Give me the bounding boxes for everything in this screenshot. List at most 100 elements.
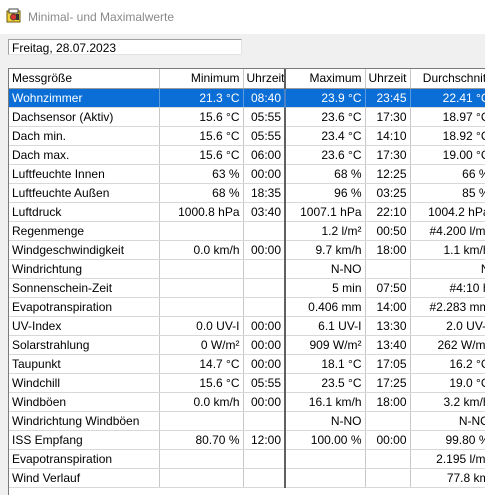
average-cell: 1.1 km/h — [410, 240, 485, 260]
maximum-cell: 23.4 °C — [285, 126, 366, 146]
average-cell: 66 % — [410, 164, 485, 184]
min-time-cell: 00:00 — [243, 164, 286, 184]
maximum-cell: 96 % — [285, 183, 366, 203]
minmax-table[interactable]: Messgröße Minimum Uhrzeit Maximum Uhrzei… — [8, 68, 485, 495]
min-time-cell: 12:00 — [243, 430, 286, 450]
average-cell: 99.80 % — [410, 430, 485, 450]
max-time-cell — [365, 259, 411, 279]
column-header-maximum[interactable]: Maximum — [285, 69, 366, 89]
minimum-cell: 0 W/m² — [159, 335, 244, 355]
table-row[interactable]: Evapotranspiration 0.406 mm 14:00 #2.283 mm — [9, 297, 485, 317]
table-row[interactable]: Dach max. 15.6 °C 06:00 23.6 °C 17:30 19.00 °… — [9, 145, 485, 165]
average-cell: 18.97 °C — [410, 107, 485, 127]
table-row[interactable]: Luftdruck 1000.8 hPa 03:40 1007.1 hPa 22:10 1… — [9, 202, 485, 222]
table-row[interactable]: Dach min. 15.6 °C 05:55 23.4 °C 14:10 18.92 °… — [9, 126, 485, 146]
minimum-cell — [159, 449, 244, 469]
maximum-cell: 18.1 °C — [285, 354, 366, 374]
window-title: Minimal- und Maximalwerte — [28, 10, 175, 24]
row-label: Dachsensor (Aktiv) — [9, 107, 160, 127]
average-cell: #2.283 mm — [410, 297, 485, 317]
average-cell: N-NO — [410, 411, 485, 431]
table-row[interactable]: Regenmenge 1.2 l/m² 00:50 #4.200 l/m² — [9, 221, 485, 241]
min-time-cell: 18:35 — [243, 183, 286, 203]
row-label: Windrichtung — [9, 259, 160, 279]
min-time-cell — [243, 449, 286, 469]
row-label: Taupunkt — [9, 354, 160, 374]
table-row[interactable]: Dachsensor (Aktiv) 15.6 °C 05:55 23.6 °C 17:… — [9, 107, 485, 127]
max-time-cell: 00:50 — [365, 221, 411, 241]
row-label: Regenmenge — [9, 221, 160, 241]
row-label: Dach max. — [9, 145, 160, 165]
minimum-cell: 0.0 UV-I — [159, 316, 244, 336]
table-row[interactable]: Wohnzimmer 21.3 °C 08:40 23.9 °C 23:45 22.41 … — [9, 88, 485, 108]
table-row[interactable]: Windgeschwindigkeit 0.0 km/h 00:00 9.7 km/h… — [9, 240, 485, 260]
max-time-cell: 14:00 — [365, 297, 411, 317]
average-cell: #4.200 l/m² — [410, 221, 485, 241]
table-row[interactable]: Wind Verlauf 77.8 km — [9, 468, 485, 488]
maximum-cell: 23.6 °C — [285, 145, 366, 165]
min-time-cell: 05:55 — [243, 107, 286, 127]
row-label: Windchill — [9, 373, 160, 393]
min-time-cell: 00:00 — [243, 392, 286, 412]
maximum-cell — [285, 468, 366, 488]
maximum-cell: 68 % — [285, 164, 366, 184]
max-time-cell — [365, 468, 411, 488]
maximum-cell: 100.00 % — [285, 430, 366, 450]
min-time-cell: 00:00 — [243, 316, 286, 336]
table-header-row: Messgröße Minimum Uhrzeit Maximum Uhrzei… — [9, 69, 485, 89]
max-time-cell: 18:00 — [365, 240, 411, 260]
average-cell: #4:10 h — [410, 278, 485, 298]
average-cell: 22.41 °C — [410, 88, 485, 108]
row-label: Luftfeuchte Innen — [9, 164, 160, 184]
maximum-cell: 1007.1 hPa — [285, 202, 366, 222]
maximum-cell: 9.7 km/h — [285, 240, 366, 260]
table-row[interactable]: ISS Empfang 80.70 % 12:00 100.00 % 00:00 99.8… — [9, 430, 485, 450]
row-label: ISS Empfang — [9, 430, 160, 450]
minimum-cell: 63 % — [159, 164, 244, 184]
minimum-cell: 21.3 °C — [159, 88, 244, 108]
date-field[interactable]: Freitag, 28.07.2023 — [8, 39, 242, 55]
row-label: Wind Verlauf — [9, 468, 160, 488]
max-time-cell: 18:00 — [365, 392, 411, 412]
maximum-cell: 23.5 °C — [285, 373, 366, 393]
row-label: Evapotranspiration — [9, 449, 160, 469]
maximum-cell: 16.1 km/h — [285, 392, 366, 412]
column-header-durchschnitt[interactable]: Durchschnitt — [410, 69, 485, 89]
minimum-cell: 80.70 % — [159, 430, 244, 450]
min-time-cell: 05:55 — [243, 126, 286, 146]
table-row[interactable]: Windrichtung N-NO N — [9, 259, 485, 279]
average-cell: 19.00 °C — [410, 145, 485, 165]
minimum-cell: 1000.8 hPa — [159, 202, 244, 222]
min-time-cell: 06:00 — [243, 145, 286, 165]
column-header-messgroesse[interactable]: Messgröße — [9, 69, 160, 89]
max-time-cell: 17:30 — [365, 107, 411, 127]
min-time-cell — [243, 468, 286, 488]
table-row[interactable]: Solarstrahlung 0 W/m² 00:00 909 W/m² 13:40 26… — [9, 335, 485, 355]
min-time-cell: 00:00 — [243, 335, 286, 355]
row-label: Evapotranspiration — [9, 297, 160, 317]
average-cell: 2.0 UV-I — [410, 316, 485, 336]
table-row[interactable]: Windrichtung Windböen N-NO N-NO — [9, 411, 485, 431]
minimum-cell: 15.6 °C — [159, 145, 244, 165]
minimum-cell — [159, 221, 244, 241]
table-row[interactable]: Windböen 0.0 km/h 00:00 16.1 km/h 18:00 3.2 k… — [9, 392, 485, 412]
column-header-minimum[interactable]: Minimum — [159, 69, 244, 89]
table-row[interactable]: Evapotranspiration 2.195 l/m² — [9, 449, 485, 469]
min-time-cell — [243, 259, 286, 279]
table-row[interactable]: UV-Index 0.0 UV-I 00:00 6.1 UV-I 13:30 2.0 UV… — [9, 316, 485, 336]
app-icon — [6, 8, 21, 23]
row-label: Dach min. — [9, 126, 160, 146]
max-time-cell: 07:50 — [365, 278, 411, 298]
max-time-cell: 23:45 — [365, 88, 411, 108]
column-header-min-time[interactable]: Uhrzeit — [243, 69, 286, 89]
min-time-cell: 00:00 — [243, 240, 286, 260]
maximum-cell: 23.6 °C — [285, 107, 366, 127]
column-header-max-time[interactable]: Uhrzeit — [365, 69, 411, 89]
max-time-cell — [365, 449, 411, 469]
minimum-cell: 0.0 km/h — [159, 392, 244, 412]
